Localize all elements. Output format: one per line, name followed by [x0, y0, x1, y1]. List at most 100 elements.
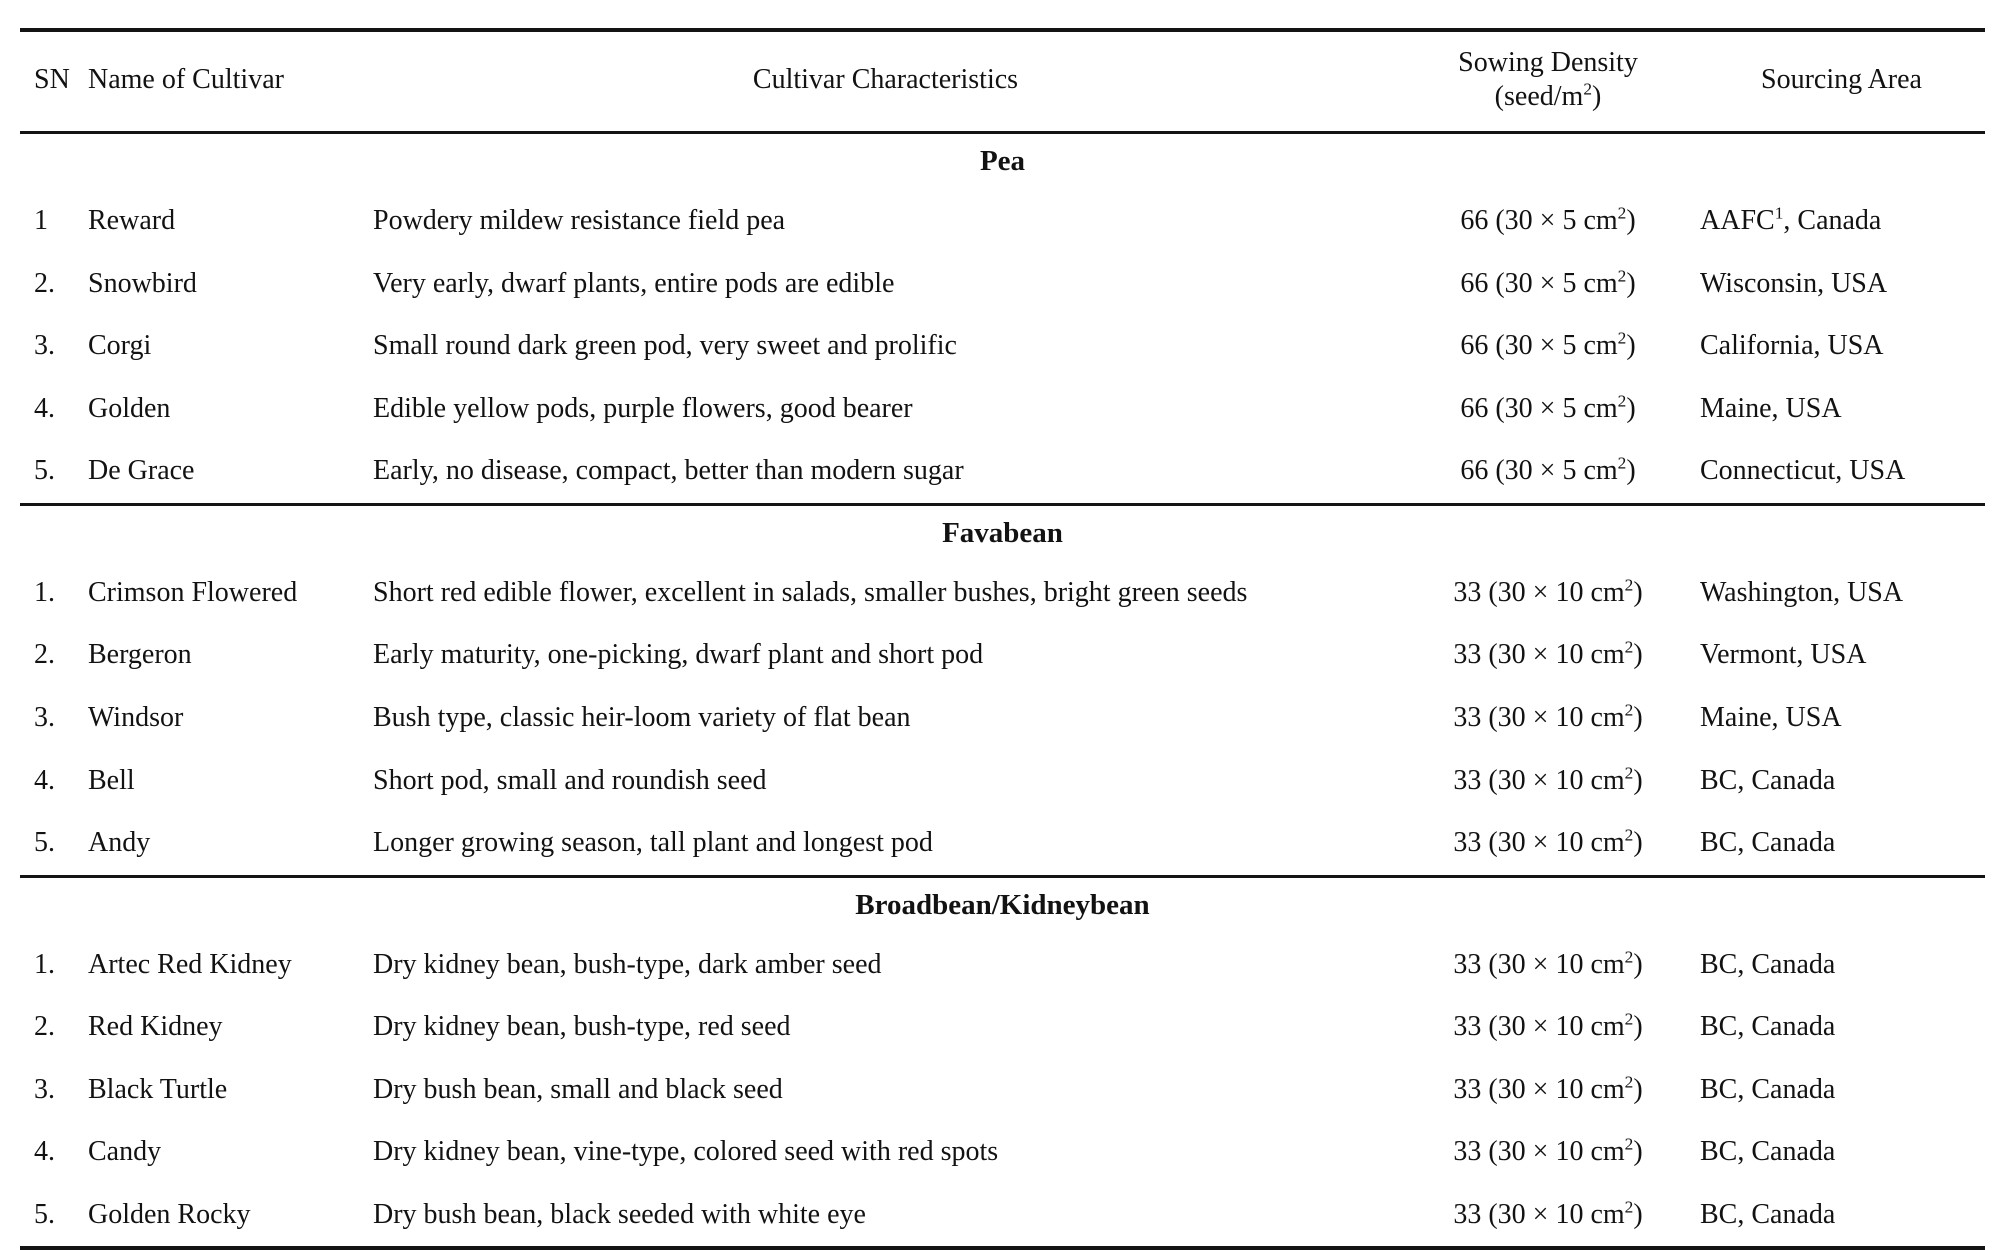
table-row: 2. Red Kidney Dry kidney bean, bush-type, … [20, 996, 1985, 1059]
cultivar-name: Bell [88, 764, 135, 796]
sourcing-area: BC, Canada [1700, 827, 1836, 859]
sourcing-area: Connecticut, USA [1700, 455, 1906, 487]
cultivar-name: Andy [88, 827, 151, 859]
sourcing-area: BC, Canada [1700, 1011, 1836, 1043]
table-row: 1. Crimson Flowered Short red edible flowe… [20, 562, 1985, 625]
cultivar-characteristics: Dry kidney bean, bush-type, dark amber s… [373, 948, 882, 980]
column-header-density-line1: Sowing Density [1458, 47, 1638, 78]
table-row: 2. Bergeron Early maturity, one-picking, d… [20, 624, 1985, 687]
sowing-density: 33 (30 × 10 cm2) [1453, 1134, 1643, 1168]
sowing-density: 66 (30 × 5 cm2) [1460, 454, 1636, 487]
cultivar-characteristics: Dry bush bean, black seeded with white e… [373, 1198, 866, 1230]
cultivar-name: Red Kidney [88, 1011, 223, 1043]
sourcing-area: BC, Canada [1700, 1073, 1836, 1105]
section-title: Pea [979, 145, 1026, 178]
column-header-name: Name of Cultivar [88, 63, 284, 95]
cultivar-name: Crimson Flowered [88, 576, 298, 608]
sowing-density: 66 (30 × 5 cm2) [1460, 203, 1636, 236]
sourcing-area: BC, Canada [1700, 1136, 1836, 1168]
sourcing-area: Maine, USA [1700, 701, 1842, 733]
cultivar-name: Reward [88, 204, 176, 236]
table-row: 3. Black Turtle Dry bush bean, small and b… [20, 1059, 1985, 1122]
table-row: 4. Bell Short pod, small and roundish seed… [20, 750, 1985, 813]
cultivar-name: Bergeron [88, 639, 192, 671]
table-row: 5. De Grace Early, no disease, compact, be… [20, 440, 1985, 504]
table-row: 4. Golden Edible yellow pods, purple flowe… [20, 378, 1985, 441]
table-row: 5. Golden Rocky Dry bush bean, black seede… [20, 1184, 1985, 1249]
cultivar-name: Candy [88, 1136, 162, 1168]
table-row: 1 Reward Powdery mildew resistance field p… [20, 190, 1985, 253]
sourcing-area: BC, Canada [1700, 1198, 1836, 1230]
table-row: 3. Corgi Small round dark green pod, very … [20, 315, 1985, 378]
cultivar-characteristics: Dry kidney bean, bush-type, red seed [373, 1011, 791, 1043]
column-header-sn: SN [34, 63, 70, 95]
cultivar-name: Artec Red Kidney [88, 948, 292, 980]
row-serial-number: 2. [34, 1011, 55, 1043]
sowing-density: 66 (30 × 5 cm2) [1460, 391, 1636, 424]
row-serial-number: 4. [34, 764, 55, 796]
sowing-density: 33 (30 × 10 cm2) [1453, 1009, 1643, 1043]
sowing-density: 33 (30 × 10 cm2) [1453, 1197, 1643, 1230]
cultivar-characteristics: Small round dark green pod, very sweet a… [373, 330, 957, 362]
section-header-row: Broadbean/Kidneybean [20, 876, 1985, 933]
sourcing-area: Washington, USA [1700, 576, 1904, 608]
table-header-row: SN Name of Cultivar Cultivar Characteris… [20, 30, 1985, 133]
row-serial-number: 3. [34, 1073, 55, 1105]
cultivar-table: SN Name of Cultivar Cultivar Characteris… [20, 28, 1985, 1250]
sowing-density: 33 (30 × 10 cm2) [1453, 825, 1643, 859]
cultivar-characteristics: Short pod, small and roundish seed [373, 764, 767, 796]
sourcing-area: BC, Canada [1700, 948, 1836, 980]
sowing-density: 33 (30 × 10 cm2) [1453, 575, 1643, 608]
cultivar-characteristics: Powdery mildew resistance field pea [373, 204, 786, 236]
sowing-density: 66 (30 × 5 cm2) [1460, 266, 1636, 299]
row-serial-number: 5. [34, 1198, 55, 1230]
sowing-density: 33 (30 × 10 cm2) [1453, 1072, 1643, 1105]
cultivar-name: Windsor [88, 701, 184, 733]
row-serial-number: 3. [34, 330, 55, 362]
row-serial-number: 5. [34, 827, 55, 859]
sourcing-area: Maine, USA [1700, 392, 1842, 424]
cultivar-characteristics: Dry kidney bean, vine-type, colored seed… [373, 1136, 999, 1168]
cultivar-characteristics: Short red edible flower, excellent in sa… [373, 576, 1248, 608]
sowing-density: 33 (30 × 10 cm2) [1453, 947, 1643, 980]
table-row: 4. Candy Dry kidney bean, vine-type, color… [20, 1121, 1985, 1184]
row-serial-number: 3. [34, 701, 55, 733]
column-header-sourcing: Sourcing Area [1761, 63, 1922, 95]
row-serial-number: 4. [34, 1136, 55, 1168]
column-header-density: Sowing Density (seed/m2) [1398, 30, 1698, 133]
cultivar-characteristics: Bush type, classic heir-loom variety of … [373, 701, 911, 733]
cultivar-name: De Grace [88, 455, 195, 487]
cultivar-characteristics: Early, no disease, compact, better than … [373, 455, 964, 487]
table-body: Pea 1 Reward Powdery mildew resistance fiel… [20, 133, 1985, 1249]
cultivar-characteristics: Very early, dwarf plants, entire pods ar… [373, 267, 895, 299]
row-serial-number: 1. [34, 948, 55, 980]
column-header-density-line2: (seed/m2) [1494, 79, 1602, 112]
sourcing-area: BC, Canada [1700, 764, 1836, 796]
sourcing-area: Vermont, USA [1700, 639, 1867, 671]
sowing-density: 33 (30 × 10 cm2) [1453, 700, 1643, 733]
row-serial-number: 5. [34, 455, 55, 487]
sowing-density: 33 (30 × 10 cm2) [1453, 763, 1643, 796]
cultivar-name: Corgi [88, 330, 152, 362]
sowing-density: 66 (30 × 5 cm2) [1460, 328, 1636, 362]
section-title: Broadbean/Kidneybean [855, 888, 1150, 921]
row-serial-number: 1 [34, 204, 48, 236]
row-serial-number: 1. [34, 576, 55, 608]
sourcing-area: AAFC1, Canada [1700, 203, 1882, 236]
cultivar-name: Golden [88, 392, 171, 424]
table-row: 2. Snowbird Very early, dwarf plants, enti… [20, 253, 1985, 316]
sourcing-area: Wisconsin, USA [1700, 267, 1888, 299]
section-title: Favabean [942, 516, 1063, 549]
cultivar-characteristics: Dry bush bean, small and black seed [373, 1073, 783, 1105]
cultivar-name: Snowbird [88, 267, 197, 299]
table-row: 3. Windsor Bush type, classic heir-loom va… [20, 687, 1985, 750]
cultivar-name: Golden Rocky [88, 1198, 251, 1230]
column-header-characteristics: Cultivar Characteristics [752, 63, 1019, 95]
sourcing-area: California, USA [1700, 330, 1884, 362]
section-header-row: Favabean [20, 504, 1985, 561]
sowing-density: 33 (30 × 10 cm2) [1453, 638, 1643, 671]
section-header-row: Pea [20, 133, 1985, 190]
cultivar-characteristics: Edible yellow pods, purple flowers, good… [373, 392, 913, 424]
row-serial-number: 2. [34, 267, 55, 299]
